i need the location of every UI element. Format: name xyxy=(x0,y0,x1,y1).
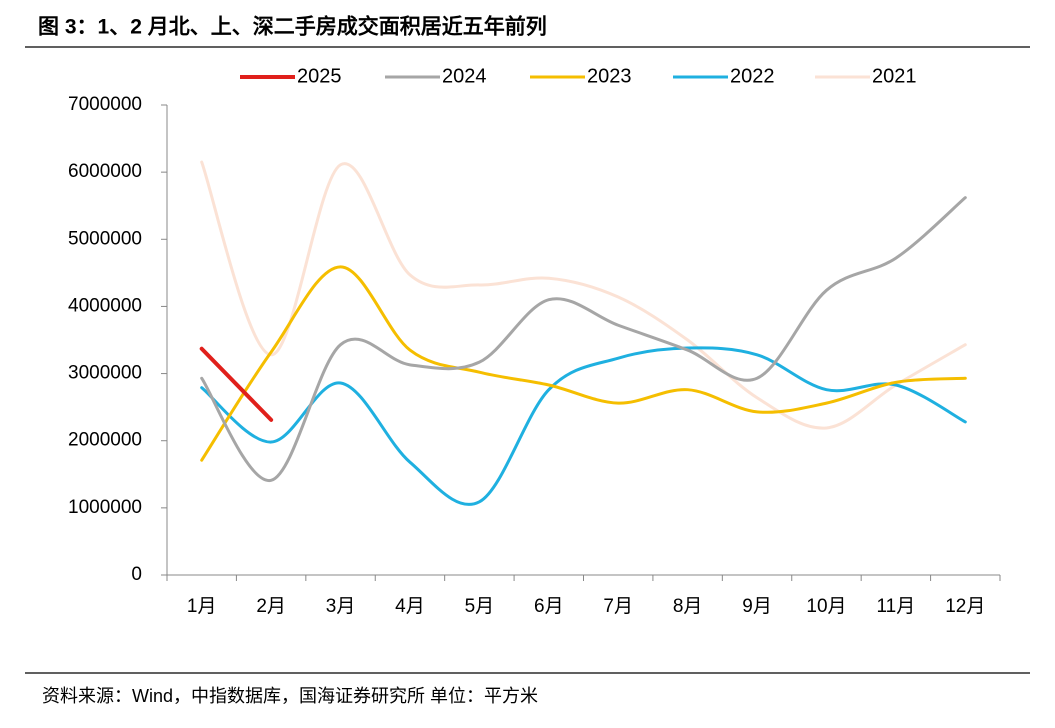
x-tick-label: 2月 xyxy=(256,596,286,617)
y-tick-label: 6000000 xyxy=(68,161,142,182)
x-tick-label: 6月 xyxy=(534,596,564,617)
x-tick-label: 1月 xyxy=(187,596,217,617)
legend-label: 2024 xyxy=(442,65,487,87)
y-tick-label: 1000000 xyxy=(68,497,142,518)
x-tick-label: 7月 xyxy=(603,596,633,617)
x-tick-label: 5月 xyxy=(465,596,495,617)
source-note: 资料来源：Wind，中指数据库，国海证券研究所 单位：平方米 xyxy=(42,686,538,706)
series-line xyxy=(200,160,967,430)
chart-title: 图 3：1、2 月北、上、深二手房成交面积居近五年前列 xyxy=(38,15,547,39)
y-tick-label: 0 xyxy=(131,564,142,585)
y-tick-label: 7000000 xyxy=(68,94,142,115)
x-tick-label: 8月 xyxy=(673,596,703,617)
legend-label: 2022 xyxy=(730,65,775,87)
x-tick-label: 12月 xyxy=(945,596,985,617)
x-tick-label: 10月 xyxy=(806,596,846,617)
series-line xyxy=(200,196,967,482)
y-tick-label: 3000000 xyxy=(68,363,142,384)
y-tick-label: 5000000 xyxy=(68,228,142,249)
legend-label: 2023 xyxy=(587,65,632,87)
x-tick-label: 9月 xyxy=(742,596,772,617)
y-tick-label: 4000000 xyxy=(68,295,142,316)
legend-label: 2025 xyxy=(297,65,342,87)
series-line xyxy=(199,346,274,422)
legend-label: 2021 xyxy=(872,65,917,87)
x-tick-label: 11月 xyxy=(877,596,916,617)
x-tick-label: 3月 xyxy=(326,596,356,617)
series-line xyxy=(200,346,967,506)
series-line xyxy=(200,265,967,462)
y-tick-label: 2000000 xyxy=(68,430,142,451)
x-tick-label: 4月 xyxy=(395,596,425,617)
